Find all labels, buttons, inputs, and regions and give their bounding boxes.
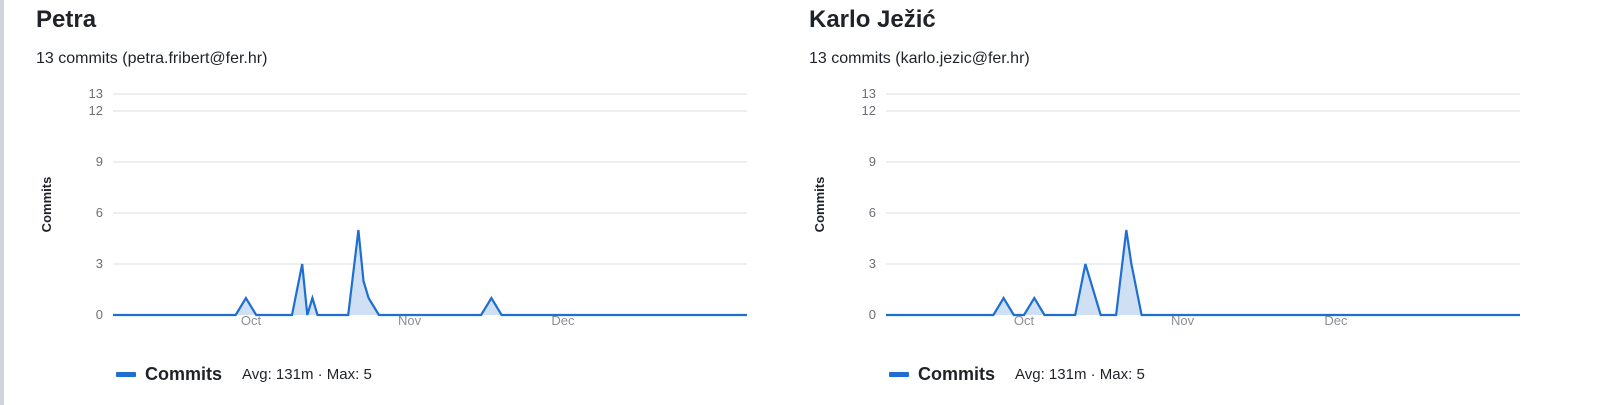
y-tick-label: 3 — [869, 256, 876, 271]
contributor-name: Karlo Ježić — [809, 6, 936, 33]
y-tick-label: 3 — [96, 256, 103, 271]
x-tick-label: Dec — [1324, 313, 1348, 328]
legend-swatch-icon — [889, 372, 909, 377]
series-area — [113, 230, 747, 315]
series-area — [886, 230, 1520, 315]
series-line — [886, 229, 1520, 317]
series-line — [113, 229, 747, 317]
chart-legend[interactable]: Commits Avg: 131m · Max: 5 — [116, 364, 372, 385]
y-tick-label: 6 — [869, 205, 876, 220]
commit-summary: 13 commits (petra.fribert@fer.hr) — [36, 50, 268, 67]
commit-summary: 13 commits (karlo.jezic@fer.hr) — [809, 50, 1030, 67]
y-tick-label: 13 — [89, 86, 103, 101]
contributor-panel-karlo: Karlo Ježić 13 commits (karlo.jezic@fer.… — [809, 0, 1589, 405]
y-tick-label: 0 — [96, 307, 103, 322]
contributor-panel-petra: Petra 13 commits (petra.fribert@fer.hr) … — [36, 0, 816, 405]
commits-chart: 0 3 6 9 12 13 Commits Oct Nov Dec — [39, 86, 747, 328]
y-tick-label: 9 — [96, 154, 103, 169]
left-border — [0, 0, 4, 405]
contributor-name: Petra — [36, 6, 97, 33]
x-tick-label: Oct — [1014, 313, 1035, 328]
legend-swatch-icon — [116, 372, 136, 377]
legend-series-name: Commits — [145, 364, 223, 384]
legend-series-name: Commits — [918, 364, 996, 384]
chart-legend[interactable]: Commits Avg: 131m · Max: 5 — [889, 364, 1145, 385]
commits-chart: 0 3 6 9 12 13 Commits Oct Nov Dec — [812, 86, 1520, 328]
y-tick-label: 0 — [869, 307, 876, 322]
legend-stats: Avg: 131m · Max: 5 — [242, 366, 372, 383]
x-tick-label: Nov — [398, 313, 422, 328]
y-axis-label: Commits — [39, 177, 54, 233]
x-tick-label: Dec — [551, 313, 575, 328]
y-tick-label: 13 — [862, 86, 876, 101]
legend-stats: Avg: 131m · Max: 5 — [1015, 366, 1145, 383]
y-tick-label: 6 — [96, 205, 103, 220]
x-tick-label: Nov — [1171, 313, 1195, 328]
y-axis-label: Commits — [812, 177, 827, 233]
y-tick-label: 12 — [89, 103, 103, 118]
y-tick-label: 12 — [862, 103, 876, 118]
x-tick-label: Oct — [241, 313, 262, 328]
y-tick-label: 9 — [869, 154, 876, 169]
